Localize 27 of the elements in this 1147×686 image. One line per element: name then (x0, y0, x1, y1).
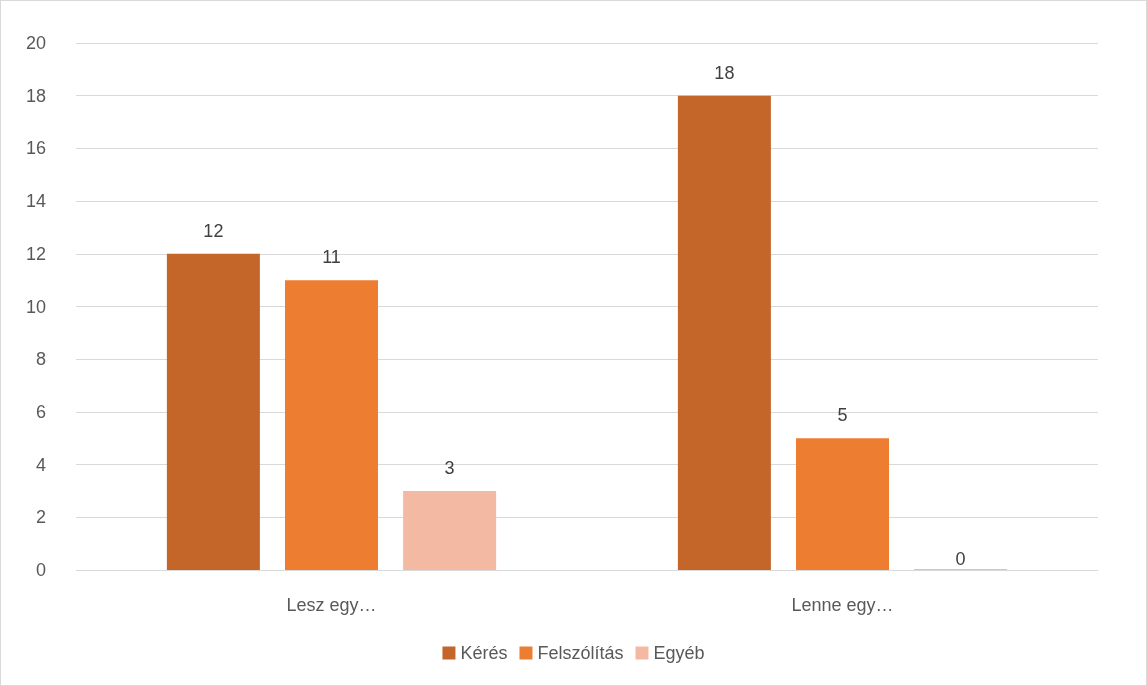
data-label: 12 (203, 220, 224, 241)
x-tick-label: Lesz egy… (286, 595, 377, 615)
y-tick-label: 20 (25, 33, 46, 53)
y-tick-label: 2 (35, 507, 46, 528)
bar (677, 95, 771, 570)
data-label: 18 (714, 62, 735, 83)
legend-label: Felszólítás (537, 643, 624, 663)
y-tick-label: 0 (35, 560, 46, 580)
legend-label: Egyéb (653, 643, 705, 663)
data-label: 3 (444, 457, 455, 478)
y-tick-label: 8 (35, 349, 46, 370)
y-tick-label: 12 (25, 243, 46, 264)
bar (166, 253, 260, 570)
data-label: 11 (322, 247, 341, 268)
bar (403, 490, 497, 570)
y-tick-label: 14 (25, 191, 46, 212)
legend-label: Kérés (460, 643, 508, 663)
y-tick-label: 4 (35, 454, 46, 475)
y-tick-label: 16 (25, 138, 46, 159)
y-tick-label: 10 (25, 296, 46, 317)
data-label: 0 (955, 549, 966, 569)
y-tick-label: 6 (35, 401, 46, 422)
x-tick-label: Lenne egy… (791, 595, 894, 615)
bar (796, 438, 889, 570)
y-tick-label: 18 (25, 85, 46, 106)
bar (285, 280, 378, 570)
data-label: 5 (837, 405, 848, 426)
